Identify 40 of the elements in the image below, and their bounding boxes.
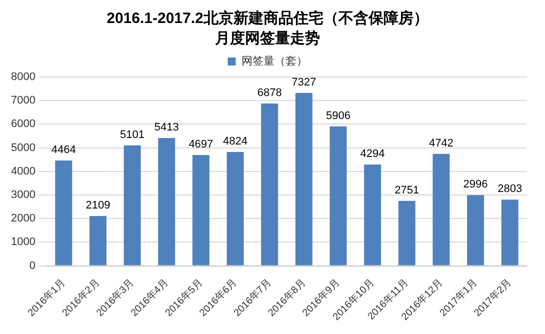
bar xyxy=(467,195,484,266)
data-label: 4697 xyxy=(188,138,214,150)
y-tick-label: 4000 xyxy=(10,165,36,178)
data-label: 6878 xyxy=(257,87,282,100)
data-label: 5906 xyxy=(326,110,350,122)
y-tick-label: 2000 xyxy=(10,212,36,225)
y-tick-label: 8000 xyxy=(10,71,36,84)
bar xyxy=(295,92,312,266)
bar xyxy=(124,145,141,266)
bar xyxy=(398,200,416,266)
bar xyxy=(158,138,176,266)
bar xyxy=(55,160,72,266)
y-tick-label: 7000 xyxy=(10,94,36,107)
bar xyxy=(432,154,450,266)
y-tick-label: 3000 xyxy=(10,189,36,202)
data-label: 2803 xyxy=(498,183,522,196)
y-tick-label: 5000 xyxy=(10,142,36,154)
chart-title: 2016.1-2017.2北京新建商品住宅（不含保障房） xyxy=(106,9,428,28)
data-label: 4464 xyxy=(51,144,76,156)
data-label: 4742 xyxy=(428,137,454,150)
data-label: 4294 xyxy=(360,148,385,160)
data-label: 4824 xyxy=(223,135,248,148)
data-label: 5413 xyxy=(154,122,179,134)
bar xyxy=(192,154,210,266)
y-tick-label: 0 xyxy=(29,260,36,272)
data-label: 5101 xyxy=(120,128,145,141)
y-tick-label: 1000 xyxy=(10,236,36,248)
bar xyxy=(330,126,347,266)
bar xyxy=(364,164,382,266)
y-tick-label: 6000 xyxy=(10,118,36,130)
bar xyxy=(89,216,106,266)
data-label: 2996 xyxy=(463,178,488,191)
data-label: 7327 xyxy=(292,76,316,88)
legend-label: 网签量（套） xyxy=(241,56,308,68)
bar xyxy=(501,200,518,266)
chart-subtitle: 月度网签量走势 xyxy=(214,29,320,48)
data-label: 2751 xyxy=(394,184,420,196)
bar xyxy=(226,152,244,266)
bar xyxy=(261,103,278,266)
data-label: 2109 xyxy=(86,200,110,212)
